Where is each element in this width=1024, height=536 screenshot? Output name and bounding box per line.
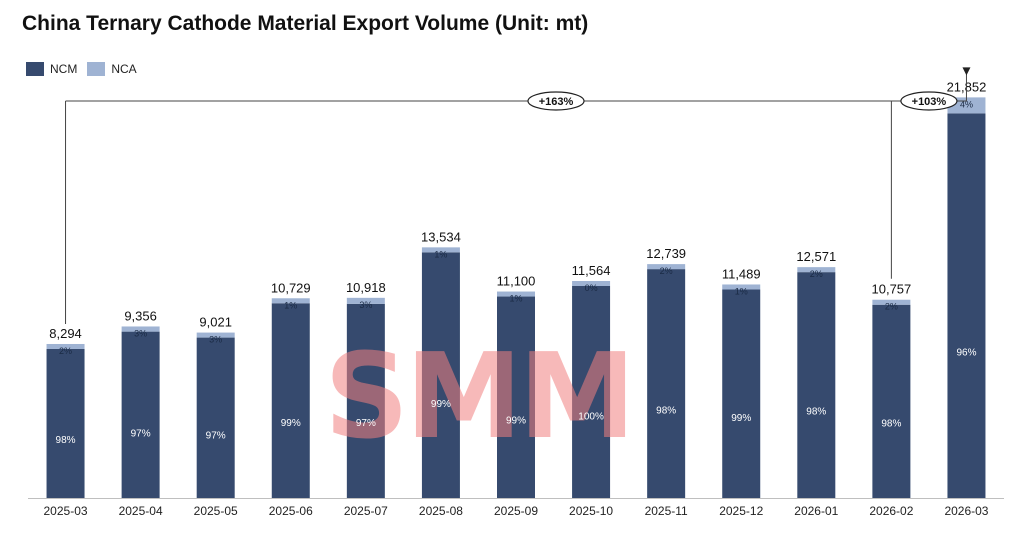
x-tick-label: 2025-07 [344,504,388,518]
bar-ncm [121,331,160,498]
bar-nca [647,264,686,270]
bar-nca [46,343,85,349]
ncm-share-label: 98% [56,435,76,446]
x-tick-label: 2025-11 [645,504,688,518]
total-label: 10,757 [872,282,912,297]
bar-ncm [647,269,686,498]
x-tick-label: 2026-03 [944,504,988,518]
nca-share-label: 2% [810,269,823,279]
nca-share-label: 3% [359,300,372,310]
total-label: 9,356 [124,308,157,323]
nca-share-label: 1% [434,249,447,259]
ncm-share-label: 99% [731,413,751,424]
x-tick-label: 2025-10 [569,504,613,518]
smm-watermark: SMM [324,327,632,465]
nca-share-label: 1% [284,300,297,310]
bar-ncm [797,272,836,498]
bar-nca [572,280,611,286]
bar-nca [121,326,160,332]
total-label: 11,100 [497,274,536,289]
bar-nca [797,267,836,273]
bracket-arrowhead [962,67,971,76]
annotation-163-bubble [527,91,585,111]
legend-swatch-nca [87,62,106,76]
bar-ncm [947,113,986,499]
bar-ncm [46,348,85,498]
total-label: 12,571 [796,249,836,264]
legend-item-ncm: NCM [26,62,77,76]
bar-ncm [271,303,310,498]
total-label: 10,918 [346,280,386,295]
x-tick-label: 2025-05 [194,504,238,518]
total-label: 11,489 [722,266,761,281]
total-label: 11,564 [572,263,611,278]
bar-ncm [196,337,235,498]
bar-ncm [722,289,761,498]
annotation-103-label: +103% [912,96,947,108]
bar-ncm [497,296,535,498]
nca-share-label: 1% [735,286,748,296]
ncm-share-label: 96% [956,348,976,359]
ncm-share-label: 98% [881,418,901,429]
bar-nca [346,297,385,304]
legend-item-nca: NCA [87,62,137,76]
bar-nca [421,247,460,253]
bar-ncm [346,303,385,498]
x-tick-label: 2025-08 [419,504,463,518]
bar-nca [196,332,235,338]
total-label: 9,021 [199,315,232,330]
x-tick-label: 2025-06 [269,504,313,518]
ncm-share-label: 98% [656,405,676,416]
annotation-163-label: +163% [539,96,574,108]
legend-swatch-ncm [26,62,44,76]
bar-ncm [421,252,460,498]
ncm-share-label: 99% [431,399,451,410]
nca-share-label: 3% [134,328,147,338]
ncm-share-label: 98% [806,406,826,417]
legend-label-ncm: NCM [50,62,78,76]
nca-share-label: 4% [960,99,973,109]
nca-share-label: 0% [585,283,598,293]
x-tick-label: 2026-01 [794,504,838,518]
ncm-share-label: 97% [131,428,151,439]
nca-share-label: 2% [885,302,898,312]
x-tick-label: 2025-09 [494,504,538,518]
ncm-share-label: 99% [281,418,301,429]
bar-ncm [572,285,611,498]
bar-nca [271,298,310,304]
ncm-share-label: 100% [578,412,604,423]
chart-title: China Ternary Cathode Material Export Vo… [22,12,589,35]
total-label: 13,534 [421,229,461,244]
bar-nca [722,284,761,290]
nca-share-label: 1% [509,294,522,304]
annotation-103-bubble [900,91,958,111]
total-label: 8,294 [49,326,82,341]
legend: NCM NCA [26,62,147,76]
ncm-share-label: 97% [206,431,226,442]
nca-share-label: 2% [660,266,673,276]
nca-share-label: 3% [209,335,222,345]
x-tick-label: 2026-02 [869,504,913,518]
x-tick-label: 2025-03 [44,504,88,518]
x-tick-label: 2025-12 [719,504,763,518]
x-tick-label: 2025-04 [119,504,163,518]
bar-ncm [872,304,911,498]
bar-nca [872,299,911,305]
nca-share-label: 2% [59,346,72,356]
total-label: 12,739 [646,246,686,261]
ncm-share-label: 99% [506,415,526,426]
total-label: 10,729 [271,280,311,295]
legend-label-nca: NCA [111,62,137,76]
ncm-share-label: 97% [356,418,376,429]
bar-nca [497,291,535,297]
